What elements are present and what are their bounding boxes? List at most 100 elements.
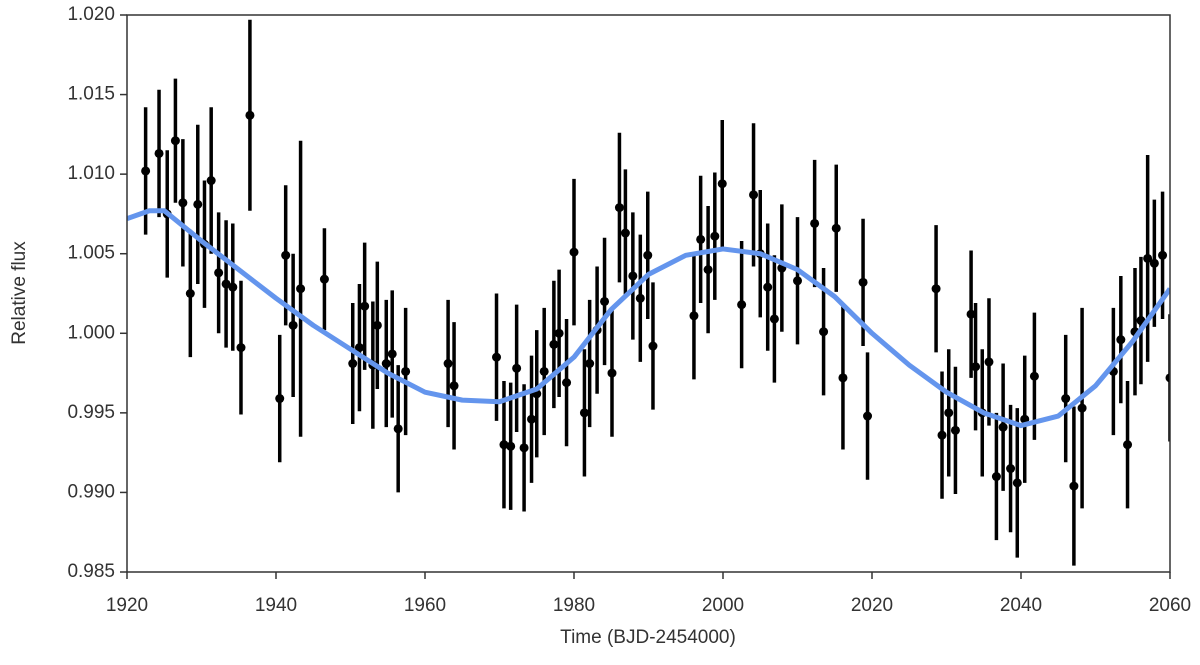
x-axis-title: Time (BJD-2454000) [560, 627, 736, 648]
x-tick-label: 2040 [1000, 595, 1042, 616]
plot-frame [126, 14, 1171, 573]
data-point [1149, 258, 1159, 268]
data-point [819, 327, 829, 337]
data-point [245, 110, 255, 120]
x-tick-label: 1920 [106, 595, 148, 616]
data-point [527, 414, 537, 424]
y-tick-label: 1.015 [67, 84, 115, 105]
data-point [178, 198, 188, 208]
data-point [401, 366, 411, 376]
data-point [319, 274, 329, 284]
data-point [689, 311, 699, 321]
data-point [193, 199, 203, 209]
data-point [236, 343, 246, 353]
x-tick-label: 1960 [404, 595, 446, 616]
data-point [944, 408, 954, 418]
y-tick-label: 1.005 [67, 243, 115, 264]
data-point [381, 359, 391, 369]
data-point [1029, 371, 1039, 381]
data-point [1116, 335, 1126, 345]
x-tick-label: 1940 [255, 595, 297, 616]
data-point [737, 300, 747, 310]
data-point [937, 430, 947, 440]
y-tick-label: 1.000 [67, 322, 115, 343]
data-point [449, 381, 459, 391]
y-tick-label: 1.010 [67, 163, 115, 184]
data-point [831, 223, 841, 233]
data-point [1006, 464, 1016, 474]
data-point [838, 373, 848, 383]
data-point [971, 362, 981, 372]
data-point [221, 279, 231, 289]
data-point [506, 441, 516, 451]
data-point [858, 277, 868, 287]
x-tick-label: 1980 [553, 595, 595, 616]
x-tick-label: 2000 [702, 595, 744, 616]
y-tick-label: 0.985 [67, 561, 115, 582]
data-point [387, 349, 397, 359]
x-tick-label: 2020 [851, 595, 893, 616]
data-point [1069, 481, 1079, 491]
data-point [393, 424, 403, 434]
data-point [554, 328, 564, 338]
data-point [717, 179, 727, 189]
data-point [1077, 403, 1087, 413]
data-point [793, 276, 802, 286]
data-point [354, 343, 364, 353]
y-tick-label: 1.020 [67, 4, 115, 25]
data-point [769, 314, 779, 324]
data-point [141, 166, 151, 176]
data-point [710, 231, 720, 241]
data-point [348, 359, 358, 369]
plot-area [127, 19, 1170, 566]
y-axis-title: Relative flux [9, 241, 30, 345]
data-point [154, 148, 164, 158]
data-point [1012, 478, 1022, 488]
data-point [360, 301, 370, 311]
data-point [628, 271, 638, 281]
data-point [620, 228, 630, 238]
data-point [607, 368, 617, 378]
data-point [600, 296, 610, 306]
data-point [519, 443, 529, 453]
data-point [206, 176, 216, 186]
data-point [228, 282, 238, 292]
data-point [443, 359, 453, 369]
data-point [562, 378, 572, 388]
data-point [1020, 414, 1030, 424]
data-point [1061, 394, 1071, 404]
data-point [539, 366, 549, 376]
data-point [643, 250, 653, 260]
data-point [703, 265, 713, 275]
data-point [696, 234, 706, 244]
data-point [296, 284, 306, 294]
data-point [614, 203, 624, 213]
data-point [214, 268, 224, 278]
data-point [863, 411, 873, 421]
y-tick-label: 0.990 [67, 481, 115, 502]
model-line [127, 208, 1170, 429]
data-point [1165, 373, 1170, 383]
data-point [275, 394, 285, 404]
y-tick-label: 0.995 [67, 402, 115, 423]
data-point [499, 440, 509, 450]
data-point [170, 136, 180, 146]
data-point [579, 408, 589, 418]
data-point [1143, 253, 1153, 263]
data-point [635, 293, 645, 303]
data-point [950, 425, 960, 435]
data-point [281, 250, 291, 260]
data-point [763, 282, 773, 292]
data-point [288, 320, 298, 330]
data-point [185, 289, 195, 298]
data-point [585, 359, 595, 369]
data-point [512, 363, 522, 373]
data-point [749, 190, 759, 200]
data-point [492, 352, 502, 362]
data-point [931, 284, 941, 294]
data-point [1123, 440, 1133, 450]
data-point [810, 218, 820, 228]
data-point [991, 472, 1001, 482]
data-point [998, 422, 1008, 432]
